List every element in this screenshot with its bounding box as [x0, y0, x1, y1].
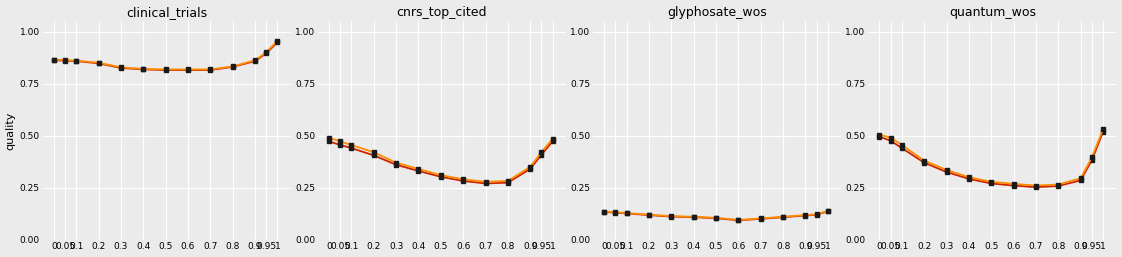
Title: cnrs_top_cited: cnrs_top_cited	[397, 6, 487, 19]
Y-axis label: quality: quality	[6, 111, 16, 150]
Title: glyphosate_wos: glyphosate_wos	[668, 6, 767, 19]
Title: clinical_trials: clinical_trials	[126, 6, 208, 19]
Title: quantum_wos: quantum_wos	[949, 6, 1036, 19]
